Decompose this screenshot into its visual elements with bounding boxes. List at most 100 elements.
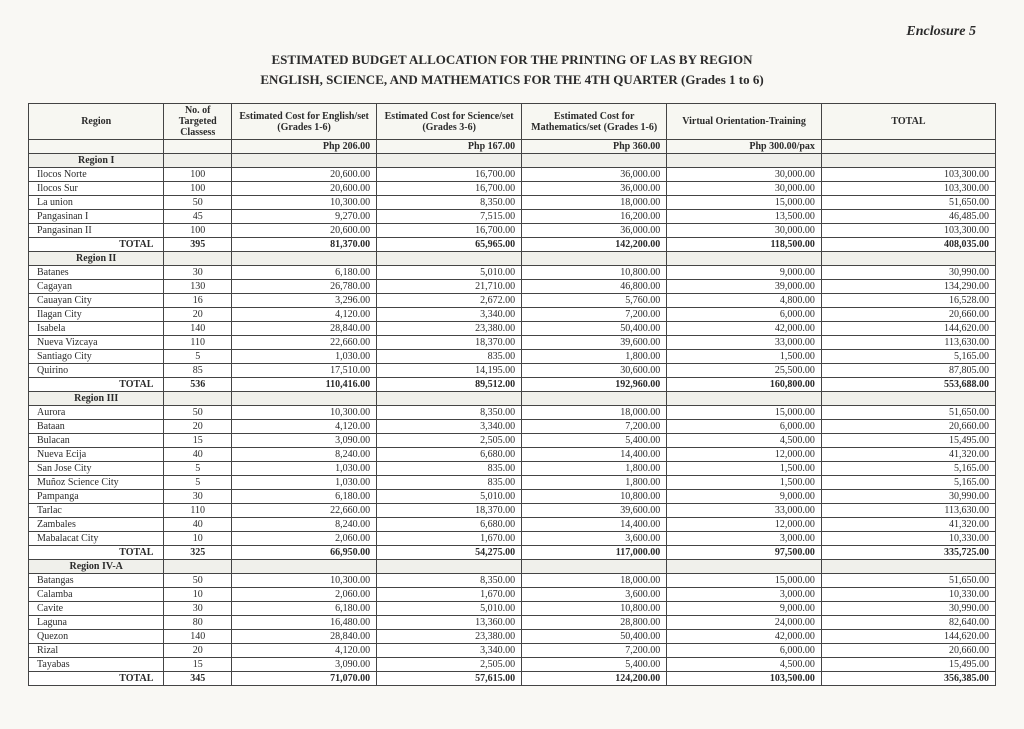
cell-total: 113,630.00 <box>821 336 995 350</box>
cell-total: 20,660.00 <box>821 308 995 322</box>
cell-english: 17,510.00 <box>232 364 377 378</box>
cell-science: 8,350.00 <box>377 196 522 210</box>
enclosure-label: Enclosure 5 <box>28 24 996 40</box>
cell-math: 3,600.00 <box>522 532 667 546</box>
cell-virtual: 15,000.00 <box>667 574 822 588</box>
cell-science: 16,700.00 <box>377 168 522 182</box>
blank-cell <box>667 392 822 406</box>
cell-virtual: 6,000.00 <box>667 644 822 658</box>
region-total-row: TOTAL32566,950.0054,275.00117,000.0097,5… <box>29 546 996 560</box>
cell-math: 30,600.00 <box>522 364 667 378</box>
table-row: Ilagan City204,120.003,340.007,200.006,0… <box>29 308 996 322</box>
region-name: Nueva Vizcaya <box>29 336 164 350</box>
region-name: Ilocos Norte <box>29 168 164 182</box>
cell-math: 39,600.00 <box>522 504 667 518</box>
table-row: Batanes306,180.005,010.0010,800.009,000.… <box>29 266 996 280</box>
table-row: Pampanga306,180.005,010.0010,800.009,000… <box>29 490 996 504</box>
table-row: La union5010,300.008,350.0018,000.0015,0… <box>29 196 996 210</box>
cell-science: 13,360.00 <box>377 616 522 630</box>
region-name: Bataan <box>29 420 164 434</box>
table-row: Tarlac11022,660.0018,370.0039,600.0033,0… <box>29 504 996 518</box>
region-name: Cavite <box>29 602 164 616</box>
cell-science: 18,370.00 <box>377 504 522 518</box>
cell-total: 10,330.00 <box>821 532 995 546</box>
region-name: Region III <box>29 392 164 406</box>
total-science: 89,512.00 <box>377 378 522 392</box>
blank-cell <box>821 154 995 168</box>
cell-classes: 16 <box>164 294 232 308</box>
table-row: Ilocos Sur10020,600.0016,700.0036,000.00… <box>29 182 996 196</box>
region-header: Region III <box>29 392 996 406</box>
total-label: TOTAL <box>29 238 164 252</box>
blank-cell <box>821 140 995 154</box>
cell-total: 41,320.00 <box>821 448 995 462</box>
table-body: Region IIlocos Norte10020,600.0016,700.0… <box>29 154 996 686</box>
total-math: 117,000.00 <box>522 546 667 560</box>
blank-cell <box>377 560 522 574</box>
blank-cell <box>232 560 377 574</box>
cell-english: 2,060.00 <box>232 588 377 602</box>
table-row: Tayabas153,090.002,505.005,400.004,500.0… <box>29 658 996 672</box>
cell-total: 16,528.00 <box>821 294 995 308</box>
cell-classes: 50 <box>164 574 232 588</box>
cell-virtual: 39,000.00 <box>667 280 822 294</box>
cell-english: 3,090.00 <box>232 658 377 672</box>
cell-total: 15,495.00 <box>821 658 995 672</box>
region-name: Ilocos Sur <box>29 182 164 196</box>
cell-math: 1,800.00 <box>522 462 667 476</box>
cell-classes: 15 <box>164 434 232 448</box>
cell-virtual: 3,000.00 <box>667 532 822 546</box>
blank-cell <box>522 154 667 168</box>
cell-math: 18,000.00 <box>522 196 667 210</box>
total-grand: 335,725.00 <box>821 546 995 560</box>
cell-classes: 110 <box>164 336 232 350</box>
cell-english: 10,300.00 <box>232 406 377 420</box>
region-name: La union <box>29 196 164 210</box>
total-virtual: 118,500.00 <box>667 238 822 252</box>
cell-total: 103,300.00 <box>821 224 995 238</box>
cell-total: 82,640.00 <box>821 616 995 630</box>
cell-virtual: 9,000.00 <box>667 266 822 280</box>
cell-classes: 30 <box>164 266 232 280</box>
cell-english: 4,120.00 <box>232 308 377 322</box>
total-virtual: 97,500.00 <box>667 546 822 560</box>
cell-total: 87,805.00 <box>821 364 995 378</box>
cell-classes: 5 <box>164 350 232 364</box>
region-name: Quezon <box>29 630 164 644</box>
total-science: 65,965.00 <box>377 238 522 252</box>
cell-science: 6,680.00 <box>377 448 522 462</box>
cell-total: 30,990.00 <box>821 266 995 280</box>
cell-science: 23,380.00 <box>377 630 522 644</box>
total-label: TOTAL <box>29 672 164 686</box>
cell-english: 1,030.00 <box>232 350 377 364</box>
table-row: Nueva Vizcaya11022,660.0018,370.0039,600… <box>29 336 996 350</box>
total-classes: 345 <box>164 672 232 686</box>
cell-virtual: 1,500.00 <box>667 462 822 476</box>
cell-virtual: 1,500.00 <box>667 350 822 364</box>
blank-cell <box>522 392 667 406</box>
cell-math: 18,000.00 <box>522 574 667 588</box>
title-line-2: ENGLISH, SCIENCE, AND MATHEMATICS FOR TH… <box>28 70 996 90</box>
region-total-row: TOTAL34571,070.0057,615.00124,200.00103,… <box>29 672 996 686</box>
cell-english: 4,120.00 <box>232 644 377 658</box>
table-row: Cavite306,180.005,010.0010,800.009,000.0… <box>29 602 996 616</box>
cell-total: 5,165.00 <box>821 476 995 490</box>
region-header: Region IV-A <box>29 560 996 574</box>
cell-classes: 140 <box>164 322 232 336</box>
cell-total: 10,330.00 <box>821 588 995 602</box>
table-row: Cauayan City163,296.002,672.005,760.004,… <box>29 294 996 308</box>
cell-total: 144,620.00 <box>821 322 995 336</box>
budget-table: Region No. of Targeted Classess Estimate… <box>28 103 996 686</box>
cell-english: 1,030.00 <box>232 462 377 476</box>
region-name: Aurora <box>29 406 164 420</box>
cell-math: 50,400.00 <box>522 630 667 644</box>
cell-science: 14,195.00 <box>377 364 522 378</box>
price-math: Php 360.00 <box>522 140 667 154</box>
total-virtual: 160,800.00 <box>667 378 822 392</box>
table-row: Calamba102,060.001,670.003,600.003,000.0… <box>29 588 996 602</box>
cell-virtual: 9,000.00 <box>667 490 822 504</box>
total-english: 81,370.00 <box>232 238 377 252</box>
region-name: Zambales <box>29 518 164 532</box>
cell-math: 7,200.00 <box>522 644 667 658</box>
cell-english: 22,660.00 <box>232 504 377 518</box>
